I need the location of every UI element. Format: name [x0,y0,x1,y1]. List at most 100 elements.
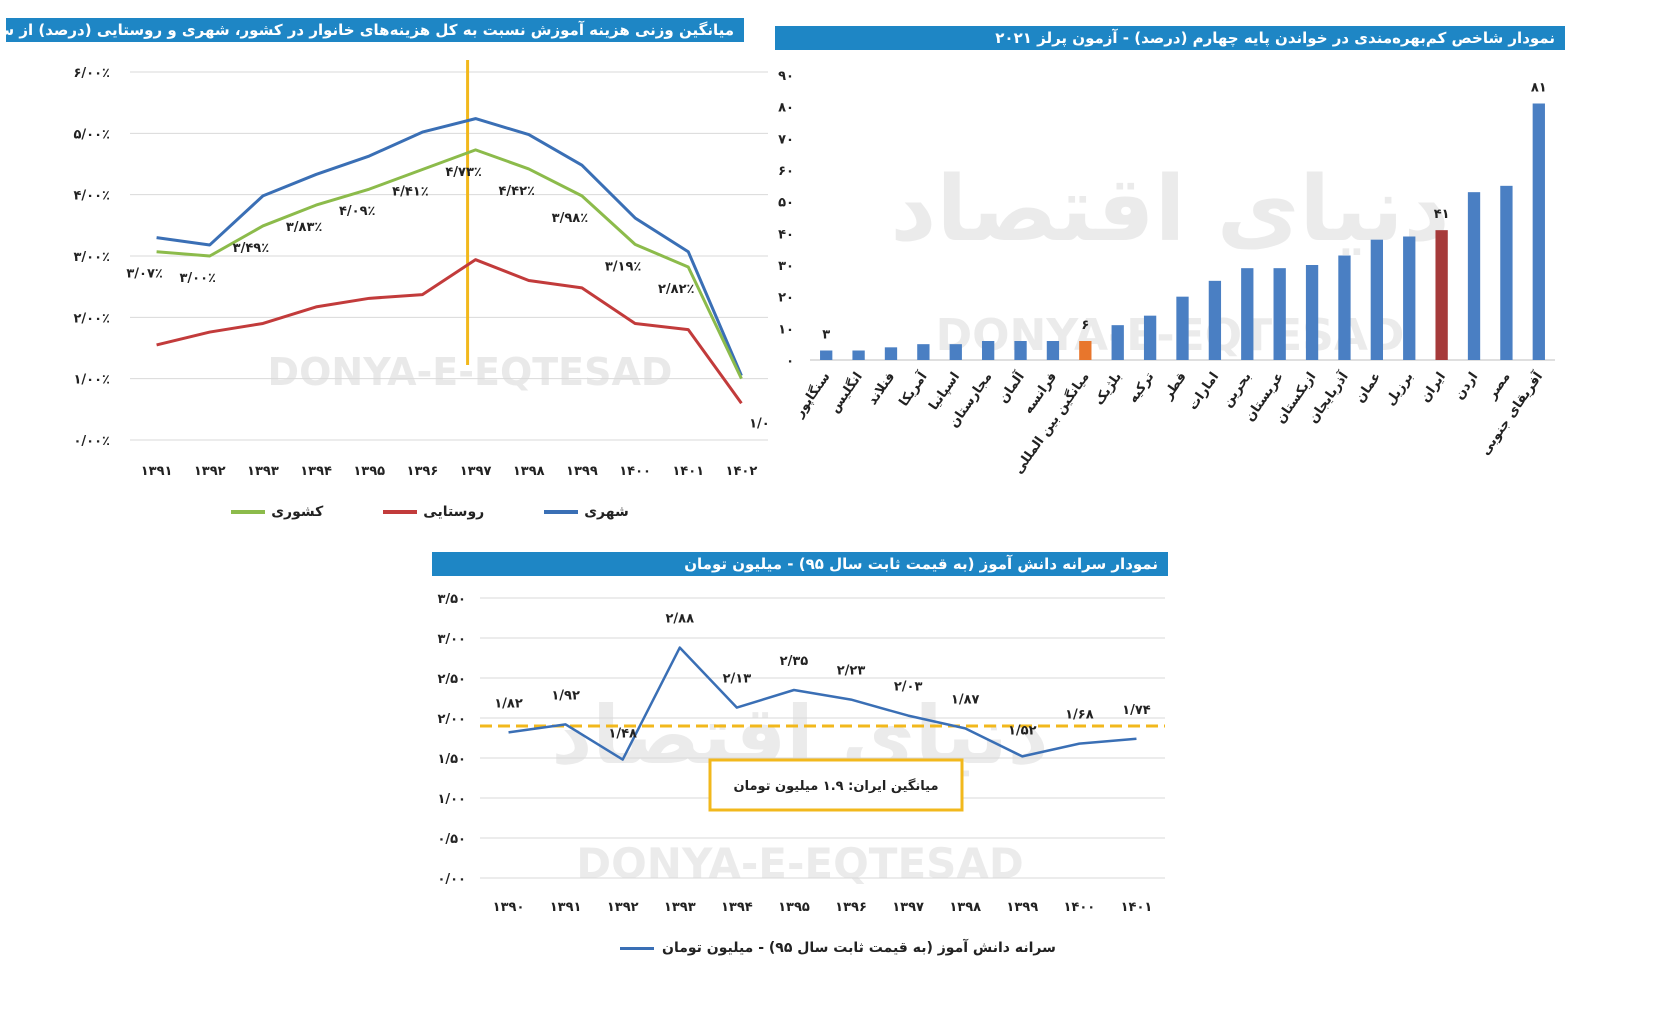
y-tick-label: ۲/۰۰ [437,712,466,727]
bar [1500,185,1513,360]
bar [1403,236,1416,360]
x-tick-label: ۱۳۹۷ [460,464,492,479]
x-tick-label: قطر [1160,370,1190,403]
chart3-legend-label: سرانه دانش آموز (به قیمت ثابت سال ۹۵) - … [662,940,1056,956]
data-label: ۴/۴۱٪ [392,185,429,200]
data-label: ۲/۱۳ [723,672,752,687]
bar [1273,268,1286,360]
data-label: ۱/۴۸ [608,727,637,742]
bar [1046,341,1060,360]
data-label: ۳/۰۷٪ [126,267,163,282]
y-tick-label: ۹۰ [778,69,794,84]
chart1-title: میانگین وزنی هزینه آموزش نسبت به کل هزین… [6,18,744,42]
y-tick-label: ۷۰ [778,132,794,147]
legend-item-urban: شهری [544,504,629,520]
legend-label-urban: شهری [584,504,629,520]
x-tick-label: مصر [1484,370,1513,403]
x-tick-label: ۱۳۹۸ [513,464,545,479]
x-tick-label: ۱۳۹۵ [353,464,385,479]
data-label: ۲/۰۳ [894,680,923,695]
x-tick-label: ۱۳۹۶ [407,464,439,479]
chart3-plot: دنیای اقتصادDONYA-E-EQTESAD۰/۰۰۰/۵۰۱/۰۰۱… [437,592,1165,915]
data-label: ۱/۹۲ [551,688,580,703]
bar [1435,230,1448,360]
x-tick-label: ۱۴۰۱ [672,464,704,479]
data-label: ۳/۱۹٪ [605,259,642,274]
x-tick-label: ۱۳۹۰ [493,900,525,915]
legend-item-national: کشوری [231,504,323,520]
legend-label-rural: روستایی [423,504,485,520]
bar [949,344,962,360]
x-tick-label: بلژیک [1092,370,1125,408]
x-tick-label: ۱۳۹۷ [892,900,924,915]
x-tick-label: اردن [1452,370,1481,403]
x-tick-label: امارات [1186,370,1223,413]
bar [1079,341,1092,360]
data-label: ۲/۸۲٪ [658,282,695,297]
x-tick-label: ۱۴۰۲ [726,464,758,479]
y-tick-label: ۶۰ [778,164,794,179]
y-tick-label: ۱/۰۰ [437,792,466,807]
bar-value-label: ۶ [1081,318,1089,333]
y-tick-label: ۳/۰۰ [437,632,466,647]
x-tick-label: آلمان [994,368,1028,406]
x-tick-label: سنگاپور [791,369,834,421]
y-tick-label: ۲۰ [778,291,794,306]
bar [1176,296,1189,360]
data-label: ۲/۲۳ [837,664,866,679]
y-tick-label: ۴/۰۰٪ [74,189,111,204]
legend-label-national: کشوری [271,504,324,520]
y-tick-label: ۳۰ [778,259,794,274]
data-label: ۳/۴۹٪ [233,241,270,256]
x-tick-label: ۱۴۰۰ [1064,900,1096,915]
chart1-legend: شهری روستایی کشوری [231,504,629,520]
x-tick-label: ۱۳۹۳ [247,464,279,479]
x-tick-label: ۱۳۹۴ [300,464,332,479]
watermark-en: DONYA-E-EQTESAD [268,350,673,394]
series-line-1 [156,258,743,405]
data-label: ۴/۷۳٪ [445,165,482,180]
y-tick-label: ۰/۰۰ [437,872,466,887]
bar [852,350,865,360]
chart2-title: نمودار شاخص کم‌بهره‌مندی در خواندن پایه … [775,26,1565,50]
y-tick-label: ۵/۰۰٪ [74,127,111,142]
x-tick-label: ۱۳۹۱ [141,464,173,479]
chart3-legend: سرانه دانش آموز (به قیمت ثابت سال ۹۵) - … [620,940,1056,956]
bar [1305,265,1319,360]
x-tick-label: ۱۳۹۴ [721,900,753,915]
x-tick-label: برزیل [1383,370,1416,409]
x-tick-label: ۱۴۰۱ [1121,900,1153,915]
series-line-0 [156,117,743,377]
bar [981,341,995,360]
legend-swatch-rural [383,510,418,514]
data-label: ۲/۳۵ [780,654,809,669]
data-label: ۳/۸۳٪ [286,220,323,235]
x-tick-label: ایران [1418,370,1449,406]
y-tick-label: ۱/۰۰٪ [74,373,111,388]
x-tick-label: انگلیس [826,369,865,416]
y-tick-label: ۱/۵۰ [437,752,466,767]
bar [1338,255,1351,360]
x-tick-label: ۱۳۹۹ [566,464,598,479]
x-tick-label: ۱۳۹۲ [194,464,226,479]
x-tick-label: ۱۳۹۶ [835,900,867,915]
data-label: ۱/۵۲ [1008,723,1037,738]
bar-value-label: ۳ [822,328,830,343]
data-label: ۲/۸۸ [666,612,695,627]
data-label: ۳/۰۰٪ [180,271,217,286]
bar-value-label: ۴۱ [1434,207,1450,222]
data-label: ۱/۸۷ [951,692,980,707]
bar [820,350,833,360]
y-tick-label: ۰/۰۰٪ [74,434,111,449]
data-label: ۳/۹۸٪ [552,211,589,226]
x-tick-label: ۱۳۹۵ [778,900,810,915]
x-tick-label: ۱۳۹۸ [949,900,981,915]
bar [1111,325,1124,360]
y-tick-label: ۱۰ [778,322,794,337]
watermark-fa: دنیای اقتصاد [890,157,1450,262]
chart2-plot: دنیای اقتصاد DONYA-E-EQTESAD ۰ ۱۰ ۲۰ ۳۰ ۴۰ ۵۰ ۶۰… [778,69,1555,475]
y-tick-label: ۴۰ [778,227,794,242]
legend-swatch-urban [544,510,579,514]
watermark-en: DONYA-E-EQTESAD [936,310,1405,361]
data-label: ۱/۷۴ [1122,703,1151,718]
